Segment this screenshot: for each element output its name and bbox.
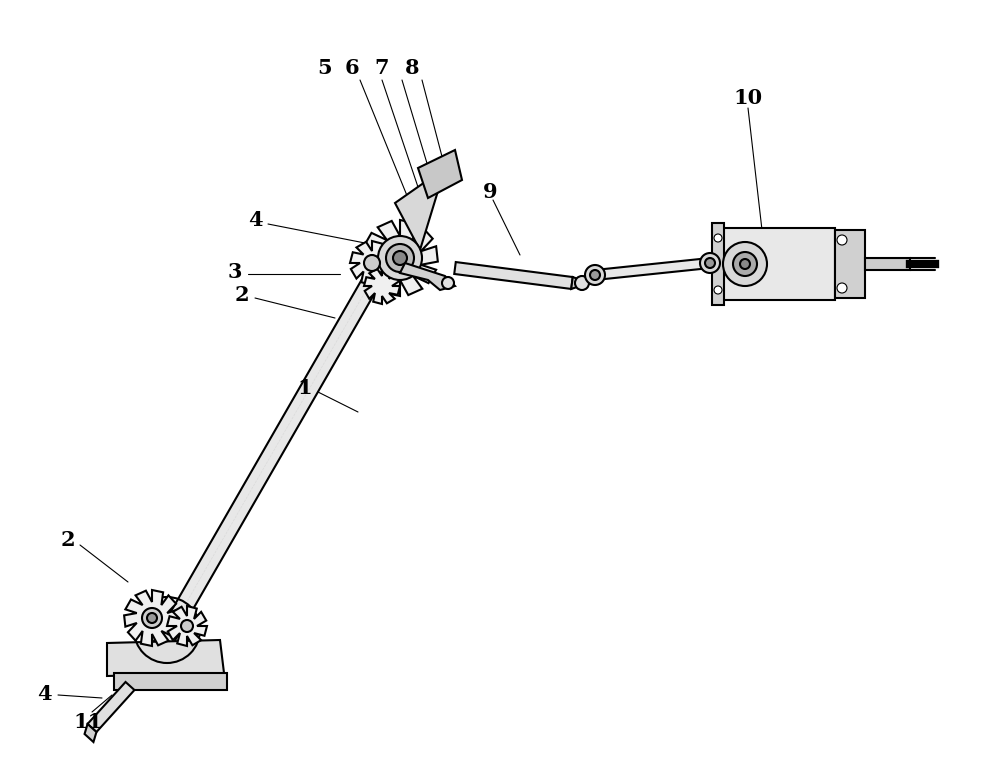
Polygon shape bbox=[88, 682, 134, 732]
Bar bbox=[865, 258, 910, 270]
Circle shape bbox=[700, 253, 720, 273]
Circle shape bbox=[723, 242, 767, 286]
Text: 8: 8 bbox=[405, 58, 419, 78]
Bar bbox=[835, 230, 865, 298]
Text: 3: 3 bbox=[228, 262, 242, 282]
Polygon shape bbox=[85, 724, 96, 742]
Circle shape bbox=[378, 236, 422, 280]
Circle shape bbox=[740, 259, 750, 269]
Polygon shape bbox=[594, 258, 711, 280]
Circle shape bbox=[705, 258, 715, 268]
Bar bbox=[720, 228, 835, 300]
Text: 5: 5 bbox=[318, 58, 332, 78]
Polygon shape bbox=[350, 241, 394, 285]
Circle shape bbox=[393, 251, 407, 265]
Circle shape bbox=[714, 234, 722, 242]
Text: 10: 10 bbox=[733, 88, 763, 108]
Text: 4: 4 bbox=[248, 210, 262, 230]
Circle shape bbox=[837, 283, 847, 293]
Text: 11: 11 bbox=[73, 712, 103, 732]
Circle shape bbox=[181, 620, 193, 632]
Polygon shape bbox=[400, 263, 455, 290]
Polygon shape bbox=[107, 640, 224, 676]
Circle shape bbox=[837, 235, 847, 245]
Polygon shape bbox=[124, 590, 180, 646]
Bar bbox=[712, 223, 724, 305]
Polygon shape bbox=[167, 606, 207, 646]
Circle shape bbox=[442, 277, 454, 289]
Text: 2: 2 bbox=[235, 285, 249, 305]
Circle shape bbox=[147, 613, 157, 623]
Circle shape bbox=[714, 286, 722, 294]
Circle shape bbox=[585, 265, 605, 285]
Circle shape bbox=[142, 608, 162, 628]
Polygon shape bbox=[362, 220, 438, 296]
Text: 4: 4 bbox=[37, 684, 51, 704]
Polygon shape bbox=[418, 150, 462, 198]
Text: 7: 7 bbox=[375, 58, 389, 78]
Polygon shape bbox=[364, 268, 400, 304]
Circle shape bbox=[590, 270, 600, 280]
Circle shape bbox=[386, 244, 414, 272]
Text: 6: 6 bbox=[345, 58, 359, 78]
Polygon shape bbox=[150, 247, 396, 656]
Text: 9: 9 bbox=[483, 182, 497, 202]
Polygon shape bbox=[395, 168, 445, 250]
Circle shape bbox=[575, 276, 589, 290]
Text: 2: 2 bbox=[61, 530, 75, 550]
Circle shape bbox=[733, 252, 757, 276]
Polygon shape bbox=[114, 673, 227, 690]
Circle shape bbox=[364, 255, 380, 271]
Polygon shape bbox=[454, 262, 573, 289]
Polygon shape bbox=[571, 277, 597, 289]
Text: 1: 1 bbox=[298, 378, 312, 398]
